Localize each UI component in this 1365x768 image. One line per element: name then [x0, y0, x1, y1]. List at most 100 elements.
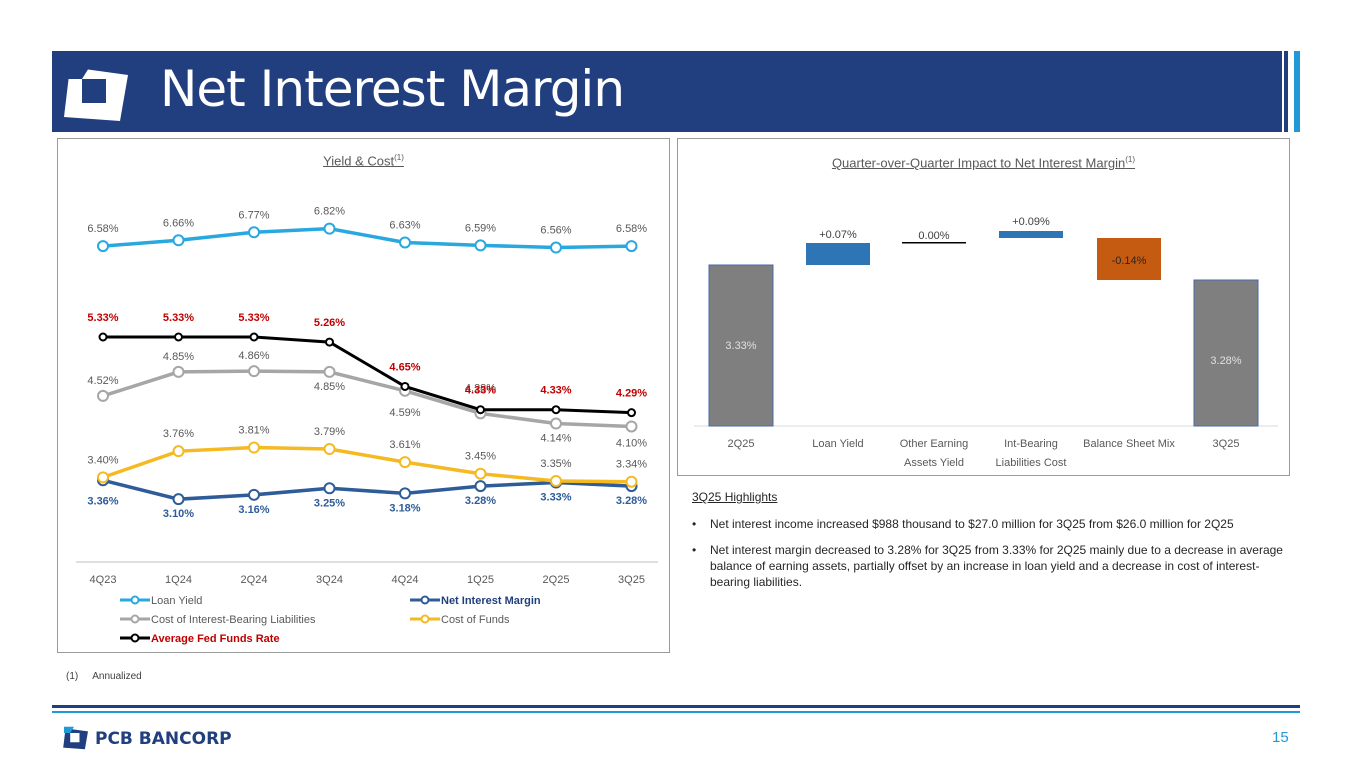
- data-label: 4.59%: [389, 407, 420, 419]
- data-point: [323, 222, 336, 235]
- data-label: 4.29%: [616, 388, 647, 400]
- pcb-logo-icon: [64, 63, 128, 121]
- footer-rule-accent: [52, 711, 1300, 713]
- data-label: 5.26%: [314, 317, 345, 329]
- title-stripe-accent: [1294, 51, 1300, 132]
- waterfall-chart-title: Quarter-over-Quarter Impact to Net Inter…: [831, 155, 1136, 171]
- data-label: 5.33%: [238, 312, 269, 324]
- data-label: 3.28%: [1210, 355, 1241, 367]
- data-label: 6.59%: [465, 222, 496, 234]
- data-point: [625, 420, 638, 433]
- series-line: [102, 445, 632, 484]
- data-point: [174, 332, 183, 342]
- data-point: [248, 441, 260, 454]
- legend-marker: [130, 633, 140, 643]
- data-label: -0.14%: [1112, 255, 1147, 267]
- data-label: 6.66%: [163, 217, 194, 229]
- x-tick-label: 1Q25: [467, 574, 494, 586]
- data-label: 3.25%: [314, 497, 345, 509]
- data-point: [551, 405, 561, 415]
- data-label: 3.81%: [238, 425, 269, 437]
- x-tick-label: 2Q25: [728, 438, 755, 450]
- data-point: [97, 389, 109, 402]
- data-point: [97, 240, 109, 253]
- footnote: (1) Annualized: [66, 671, 142, 682]
- data-label: 6.58%: [616, 223, 647, 235]
- data-point: [399, 456, 411, 469]
- legend-label: Net Interest Margin: [441, 595, 541, 607]
- data-label: 4.85%: [163, 351, 194, 363]
- data-point: [550, 475, 562, 487]
- data-label: 3.18%: [389, 502, 420, 514]
- x-tick-label: 3Q25: [618, 574, 645, 586]
- data-label: 3.33%: [725, 340, 756, 352]
- data-label: 4.33%: [540, 385, 571, 397]
- footer-logo-icon: [63, 726, 88, 750]
- data-label: 3.45%: [465, 451, 496, 463]
- x-tick-label: Loan Yield: [812, 438, 863, 450]
- data-point: [249, 332, 259, 342]
- x-tick-label: 3Q24: [316, 574, 343, 586]
- data-label: 5.33%: [163, 312, 194, 324]
- nim-waterfall-panel: Quarter-over-Quarter Impact to Net Inter…: [677, 138, 1290, 476]
- data-point: [625, 240, 638, 253]
- x-tick-label: 4Q24: [392, 574, 419, 586]
- data-point: [172, 234, 185, 247]
- legend-label: Cost of Interest-Bearing Liabilities: [151, 614, 316, 626]
- x-tick-label: 3Q25: [1213, 438, 1240, 450]
- data-label: 3.28%: [616, 495, 647, 507]
- highlight-text: Net interest margin decreased to 3.28% f…: [710, 543, 1283, 589]
- footer-rule: [52, 705, 1300, 708]
- waterfall-bar: [902, 242, 966, 244]
- data-label: 3.36%: [87, 495, 118, 507]
- yield-cost-panel: Yield & Cost(1) 4Q23 1Q24 2Q24 3Q24 4Q24 1Q25…: [57, 138, 670, 653]
- yield-cost-line-chart: 4Q23 1Q24 2Q24 3Q24 4Q24 1Q25 2Q25 3Q25 6.58% 6.6…: [76, 206, 658, 645]
- data-label: 3.28%: [465, 495, 496, 507]
- data-label: 3.40%: [87, 454, 118, 466]
- nim-waterfall-chart: 3.33% 2Q25 +0.07% Loan Yield 0.00% Other Earn…: [694, 216, 1278, 469]
- legend-marker: [420, 614, 430, 624]
- data-point: [399, 487, 411, 500]
- title-bar: [52, 51, 1282, 132]
- bullet-dot-icon: •: [692, 543, 697, 557]
- data-point: [97, 471, 109, 484]
- footer-brand: PCB BANCORP: [95, 729, 232, 749]
- data-label: 4.85%: [314, 381, 345, 393]
- footnote-marker: (1): [66, 671, 79, 682]
- data-label: 3.16%: [238, 504, 269, 516]
- footnote-text: Annualized: [92, 671, 142, 682]
- data-label: 3.79%: [314, 426, 345, 438]
- page-title: Net Interest Margin: [160, 60, 625, 118]
- highlight-text: Net interest income increased $988 thous…: [710, 517, 1234, 531]
- data-point: [550, 241, 562, 254]
- highlights-title: 3Q25 Highlights: [692, 490, 778, 504]
- data-label: 3.34%: [616, 459, 647, 471]
- x-tick-label: 2Q24: [241, 574, 268, 586]
- data-label: +0.09%: [1012, 216, 1050, 228]
- legend-marker: [420, 595, 430, 605]
- data-point: [98, 332, 108, 342]
- data-point: [323, 482, 336, 495]
- series-line: [102, 226, 632, 250]
- data-label: 6.58%: [87, 223, 118, 235]
- data-point: [550, 417, 562, 430]
- x-tick-label: Liabilities Cost: [996, 457, 1067, 469]
- legend-label: Average Fed Funds Rate: [151, 633, 280, 645]
- data-label: 3.76%: [163, 428, 194, 440]
- data-point: [323, 365, 336, 378]
- data-point: [476, 405, 485, 415]
- data-point: [627, 408, 636, 418]
- data-label: 3.10%: [163, 508, 194, 520]
- data-label: 3.35%: [540, 458, 571, 470]
- highlight-bullet: • Net interest income increased $988 thou…: [692, 516, 1292, 532]
- data-point: [248, 365, 260, 378]
- data-point: [248, 488, 260, 501]
- x-tick-label: 1Q24: [165, 574, 192, 586]
- data-point: [474, 239, 487, 252]
- waterfall-bar: [708, 264, 774, 427]
- waterfall-bar: [999, 231, 1063, 238]
- data-label: 6.82%: [314, 206, 345, 218]
- waterfall-bar: [1193, 279, 1259, 427]
- data-point: [172, 365, 185, 378]
- data-label: 5.33%: [87, 312, 118, 324]
